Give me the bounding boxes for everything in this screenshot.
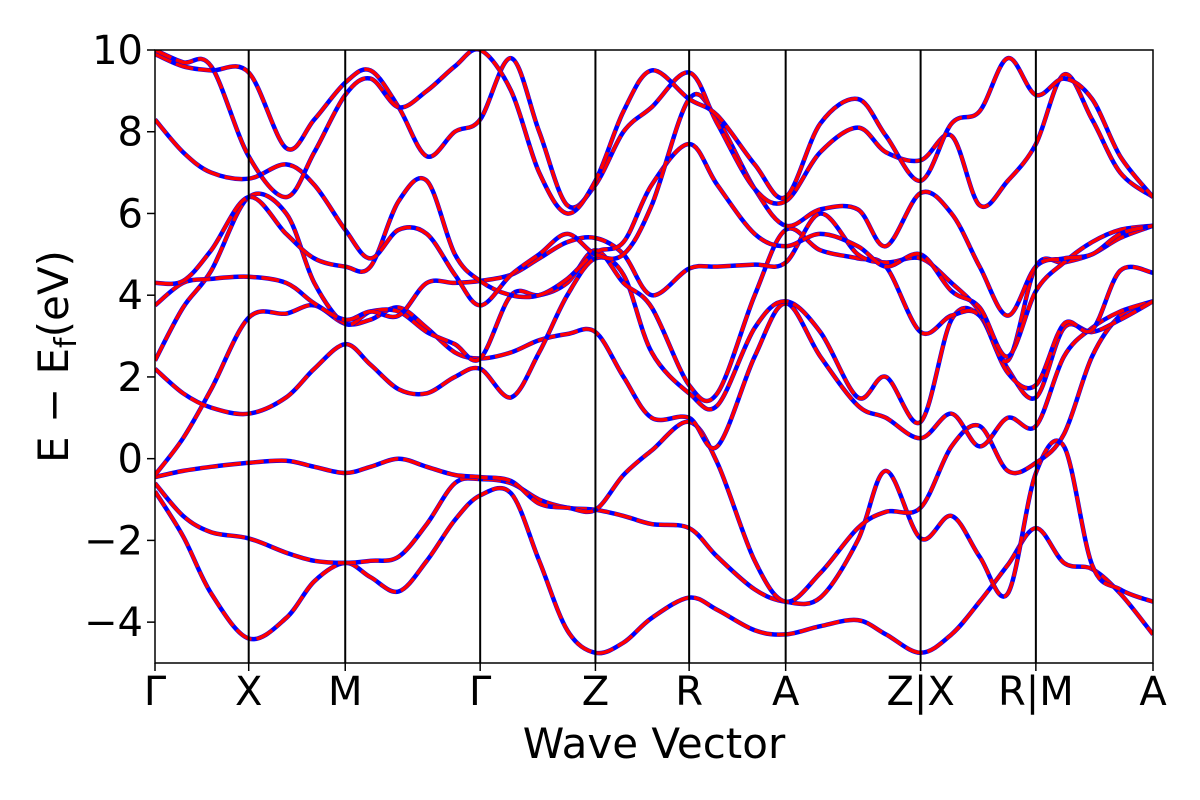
y-axis-label-subscript: f <box>49 336 84 348</box>
band-8-fit <box>155 142 1153 359</box>
y-tick-label: 0 <box>118 437 143 483</box>
y-tick-label: 10 <box>92 28 143 74</box>
band-5-fit <box>155 255 1153 425</box>
x-axis-label: Wave Vector <box>523 719 786 768</box>
band-2-fit <box>155 438 1153 606</box>
x-tick-label: R <box>675 669 703 715</box>
band-11-fit <box>155 50 1153 216</box>
y-tick-label: 4 <box>118 273 143 319</box>
x-tick-label: Z <box>582 669 609 715</box>
y-axis-label-main: E − E <box>29 348 78 463</box>
band-1-dft <box>155 485 1153 656</box>
kpoint-separators <box>247 50 1037 663</box>
x-tick-label: A <box>1139 669 1167 715</box>
band-9-fit <box>155 92 1153 318</box>
x-tick-label: Z|X <box>886 669 954 715</box>
x-tick-label: Γ <box>144 669 167 715</box>
x-tick-label: X <box>235 669 262 715</box>
x-tick-label: M <box>328 669 363 715</box>
band-7-dft <box>155 211 1153 364</box>
band-10-fit <box>155 52 1153 210</box>
band-9-dft <box>155 91 1153 318</box>
y-axis-label-unit: (eV) <box>29 250 78 337</box>
band-5-dft <box>155 255 1153 426</box>
y-tick-label: −4 <box>84 600 143 646</box>
y-axis-label: E − Ef(eV) <box>29 250 84 463</box>
band-7-fit <box>155 211 1153 364</box>
band-3-fit <box>155 299 1153 604</box>
y-tick-label: 2 <box>118 355 143 401</box>
band-lines <box>155 50 1153 656</box>
x-tick-label: R|M <box>998 669 1074 715</box>
y-tick-label: 6 <box>118 191 143 237</box>
x-tick-label: A <box>772 669 800 715</box>
y-tick-label: −2 <box>84 518 143 564</box>
y-tick-label: 8 <box>118 110 143 156</box>
plot-frame <box>154 49 1154 664</box>
x-tick-label: Γ <box>469 669 492 715</box>
y-axis-ticks: −4 −2 0 2 4 6 8 10 <box>84 28 155 646</box>
x-axis-ticks: Γ X M Γ Z R A Z|X R|M A <box>144 663 1167 715</box>
